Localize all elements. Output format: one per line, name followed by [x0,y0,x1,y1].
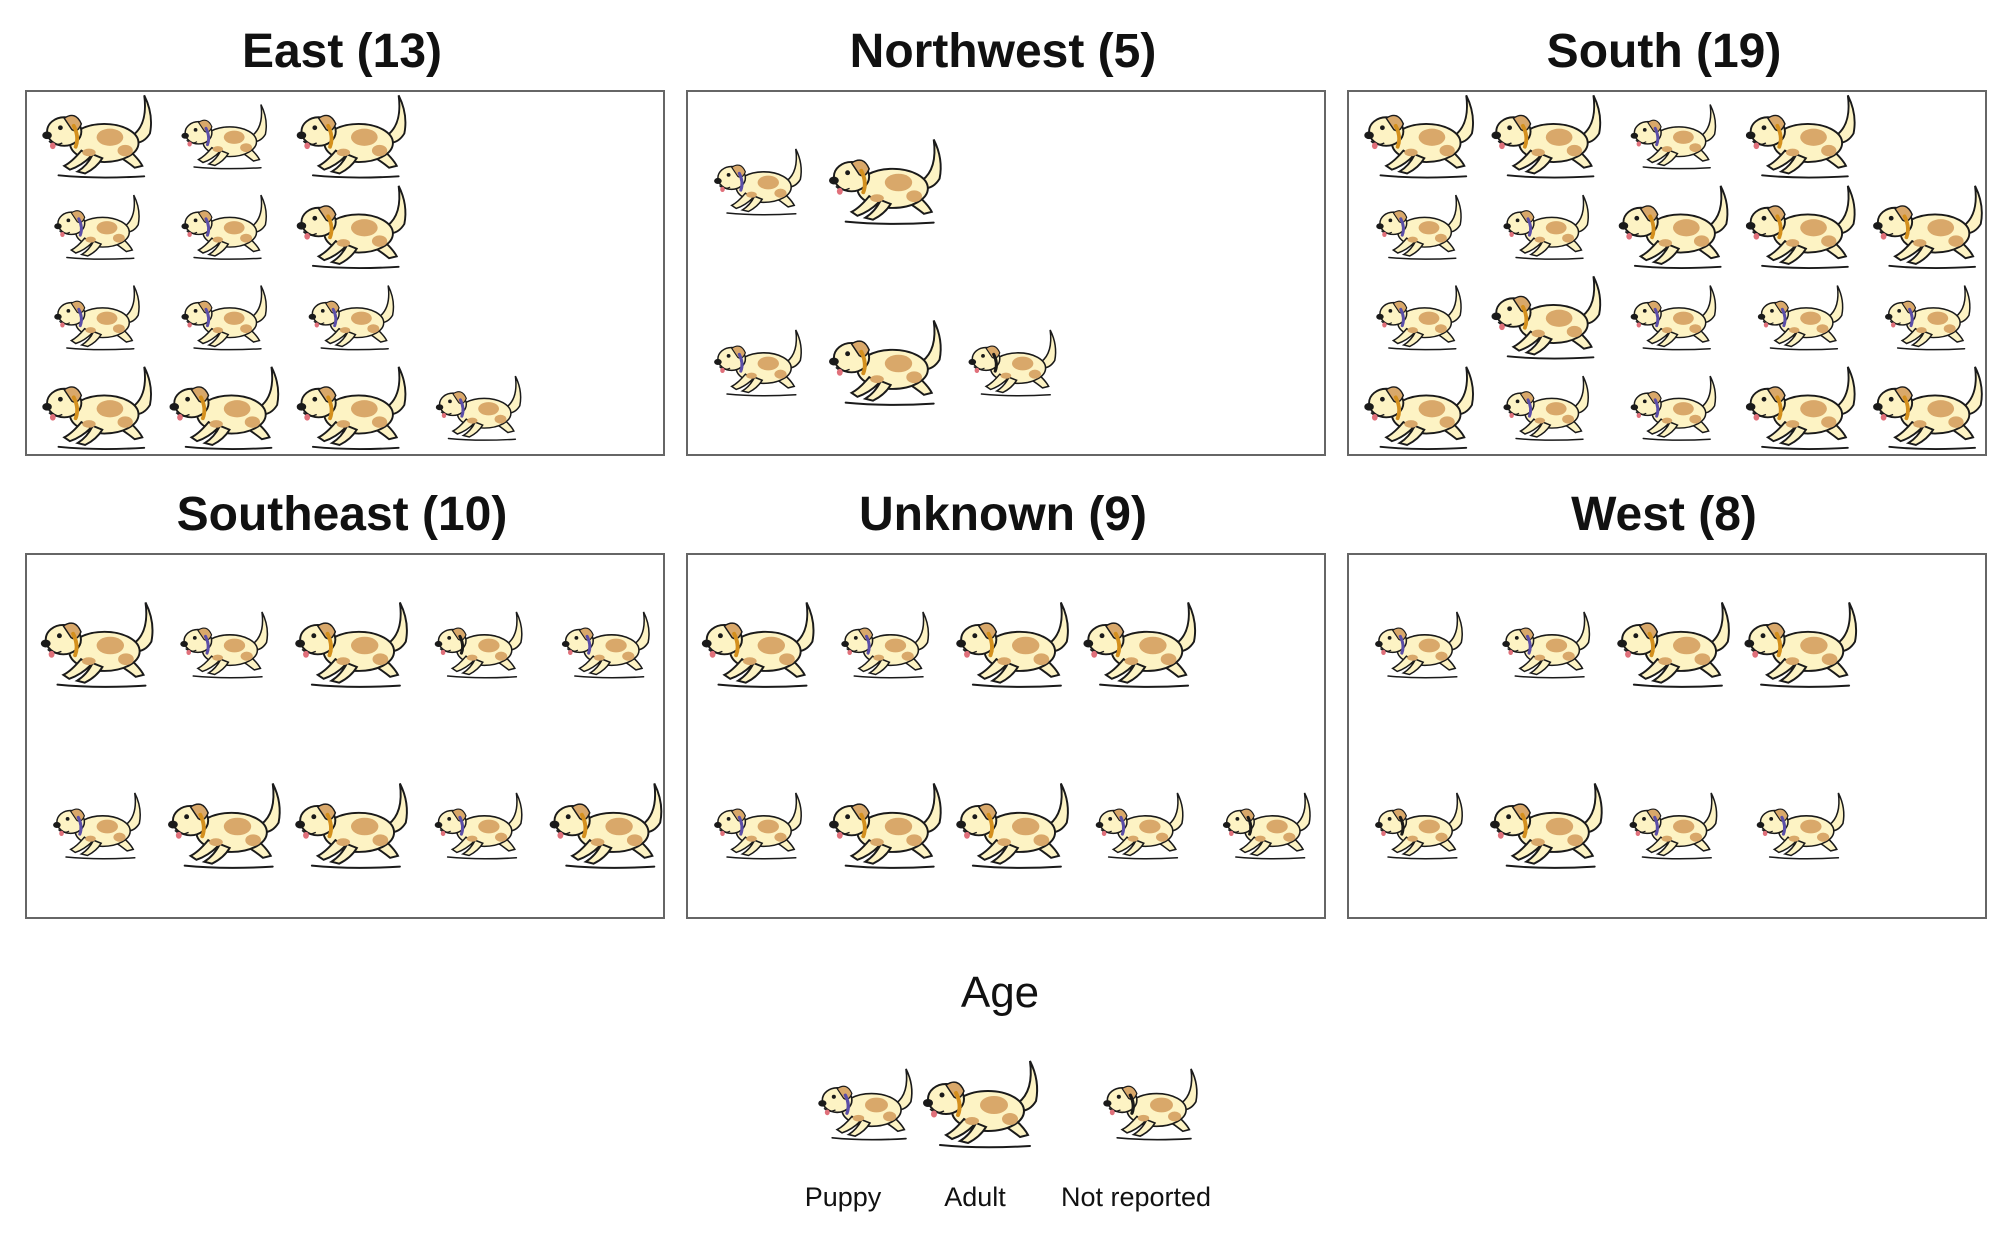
dog-icon-south-3-4 [1873,366,1983,450]
dog-icon-south-1-0 [1376,194,1462,260]
dog-icon-south-2-1 [1491,275,1602,360]
dog-icon-west-1-1 [1490,783,1603,869]
dog-icon-unknown-0-0 [701,602,815,688]
panel-northwest-plot [714,139,1057,406]
dog-icon-unknown-1-4 [1222,792,1311,860]
dog-icon-unknown-0-2 [956,602,1069,688]
dog-icon-west-0-0 [1375,611,1463,679]
dog-icon-south-2-4 [1885,285,1971,351]
panel-east-plot [42,94,522,450]
dog-icon-west-1-0 [1375,792,1463,860]
dog-icon-unknown-0-3 [1083,602,1197,688]
panel-unknown [686,553,1326,919]
dog-icon-east-0-1 [181,104,267,170]
dog-icon-southeast-0-0 [40,602,154,688]
dog-icon-east-2-1 [181,285,267,351]
legend-adult-dog-icon [910,1060,1090,1149]
dog-icon-northwest-0-0 [714,148,802,216]
dog-icon-east-3-2 [296,366,407,450]
dog-icon-unknown-1-2 [956,783,1069,869]
dog-icon-west-0-1 [1502,611,1591,679]
dog-icon-south-0-2 [1630,104,1717,170]
dog-icon-east-1-1 [181,194,267,260]
dog-icon-south-0-3 [1745,94,1856,179]
dog-icon-east-3-3 [435,375,522,441]
dog-icon-east-1-0 [54,194,140,260]
panel-title-southeast: Southeast (10) [176,488,508,541]
dog-icon-northwest-1-0 [714,329,802,397]
dog-icon-west-0-2 [1617,602,1730,688]
dog-icon-unknown-0-1 [841,611,930,679]
dog-icon-west-0-3 [1744,602,1858,688]
panel-south-plot [1364,94,1983,450]
dog-icon-south-2-2 [1630,285,1717,351]
panel-south [1347,90,1987,456]
dog-icon-southeast-0-2 [295,602,408,688]
dog-icon-south-3-3 [1745,366,1856,450]
dog-icon-northwest-1-2 [968,329,1057,397]
legend-not-reported-dog-icon [1080,1060,1260,1141]
dog-icon-west-1-3 [1756,792,1845,860]
dog-icon-northwest-0-1 [829,139,942,225]
dog-icon-east-1-2 [296,185,407,269]
dog-icon-southeast-1-4 [549,783,663,869]
dog-icon-southeast-0-1 [180,611,269,679]
legend-title: Age [960,968,1040,1017]
dog-icon-east-0-0 [42,94,152,179]
panel-southeast-plot [40,602,663,869]
dog-icon-south-3-2 [1630,375,1717,441]
dog-icon-south-2-3 [1757,285,1844,351]
dog-icon-unknown-1-0 [714,792,802,860]
legend-dog-puppy [818,1068,913,1141]
legend-label-adult: Adult [944,1182,1006,1212]
dog-icon-southeast-1-2 [295,783,408,869]
dog-icon-southeast-1-1 [168,783,281,869]
panel-southeast [25,553,665,919]
dog-icon-east-2-2 [308,285,395,351]
panel-west-plot [1375,602,1858,869]
legend-label-not-reported: Not reported [1060,1182,1212,1212]
dog-icon-south-1-3 [1745,185,1856,269]
panel-title-south: South (19) [1546,25,1782,78]
legend-not_reported-svg [1103,1068,1198,1141]
dog-icon-south-3-1 [1503,375,1589,441]
dog-icon-south-2-0 [1376,285,1462,351]
panel-title-east: East (13) [241,25,443,78]
dog-icon-southeast-1-0 [53,792,141,860]
dog-icon-east-2-0 [54,285,140,351]
dog-icon-south-1-4 [1873,185,1983,269]
dog-icon-southeast-1-3 [434,792,523,860]
dog-icon-south-0-1 [1491,94,1602,179]
dog-icon-east-0-2 [296,94,407,179]
dog-icon-unknown-1-1 [829,783,942,869]
legend-puppy-dog-icon [795,1060,975,1141]
dog-icon-south-1-1 [1503,194,1589,260]
dog-icon-south-3-0 [1364,366,1474,450]
dog-icon-southeast-0-3 [434,611,523,679]
dog-icon-south-0-0 [1364,94,1474,179]
legend-label-puppy: Puppy [804,1182,882,1212]
dog-icon-east-3-1 [169,366,280,450]
legend-dog-not_reported [1103,1068,1198,1141]
dog-icon-southeast-0-4 [561,611,650,679]
dog-icon-west-1-2 [1629,792,1718,860]
legend-dog-adult [923,1060,1039,1149]
dog-icon-unknown-1-3 [1095,792,1184,860]
panel-unknown-plot [701,602,1311,869]
dog-icon-east-3-0 [42,366,152,450]
legend-puppy-svg [818,1068,913,1141]
panel-west [1347,553,1987,919]
dog-icon-northwest-1-1 [829,320,942,406]
panel-northwest [686,90,1326,456]
panel-title-west: West (8) [1571,488,1757,541]
panel-title-unknown: Unknown (9) [859,488,1147,541]
legend-adult-svg [923,1060,1039,1149]
panel-east [25,90,665,456]
panel-title-northwest: Northwest (5) [849,25,1157,78]
dog-icon-south-1-2 [1618,185,1729,269]
